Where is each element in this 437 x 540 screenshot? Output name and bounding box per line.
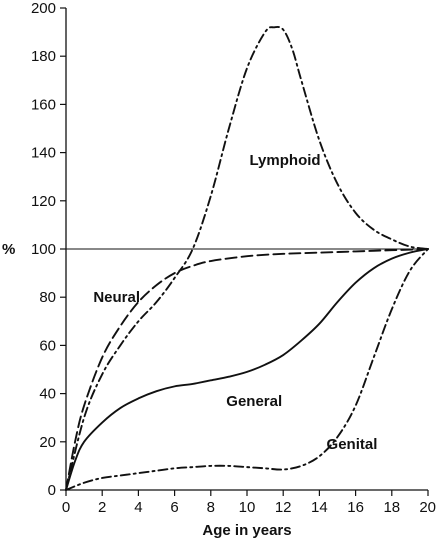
y-tick-label: 60 — [39, 337, 56, 354]
y-tick-label: 80 — [39, 289, 56, 306]
y-tick-label: 140 — [31, 145, 56, 162]
y-axis-label: % — [2, 241, 15, 258]
series-label-general: General — [226, 393, 282, 410]
series-line-general — [65, 248, 429, 491]
x-tick-label: 6 — [170, 499, 178, 516]
axes: 0 20 40 60 80 100 120 140 160 180 200 0 2 4 6 8 10 12 14 16… — [31, 0, 436, 516]
series-label-lymphoid: Lymphoid — [249, 152, 320, 169]
series-line-genital — [65, 248, 429, 491]
annotations-group: Lymphoid Neural General Genital — [93, 152, 377, 453]
y-tick-label: 100 — [31, 241, 56, 258]
series-line-neural — [65, 248, 429, 491]
series-label-neural: Neural — [93, 289, 140, 306]
y-tick-label: 160 — [31, 96, 56, 113]
x-tick-label: 12 — [275, 499, 292, 516]
x-tick-label: 4 — [134, 499, 142, 516]
y-tick-label: 40 — [39, 386, 56, 403]
x-tick-label: 18 — [383, 499, 400, 516]
y-tick-label: 20 — [39, 434, 56, 451]
y-tick-label: 200 — [31, 0, 56, 17]
series-label-genital: Genital — [327, 436, 378, 453]
x-tick-label: 16 — [347, 499, 364, 516]
x-tick-label: 8 — [207, 499, 215, 516]
x-tick-label: 10 — [239, 499, 256, 516]
series-group — [65, 25, 429, 491]
series-line-lymphoid — [65, 25, 429, 491]
y-tick-label: 120 — [31, 193, 56, 210]
x-tick-label: 14 — [311, 499, 328, 516]
y-tick-label: 180 — [31, 48, 56, 65]
axis-labels-group: % Age in years — [2, 241, 292, 539]
y-tick-label: 0 — [48, 482, 56, 499]
x-tick-label: 2 — [98, 499, 106, 516]
x-tick-label: 0 — [62, 499, 70, 516]
x-axis-label: Age in years — [202, 522, 291, 539]
x-tick-label: 20 — [419, 499, 436, 516]
